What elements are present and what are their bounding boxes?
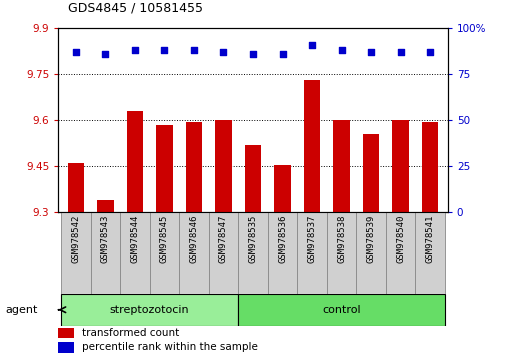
Bar xyxy=(97,200,113,212)
Bar xyxy=(326,212,356,294)
Bar xyxy=(333,120,349,212)
Text: GSM978538: GSM978538 xyxy=(336,215,345,263)
Text: GSM978543: GSM978543 xyxy=(100,215,110,263)
Text: GSM978540: GSM978540 xyxy=(395,215,405,263)
Bar xyxy=(238,294,444,326)
Point xyxy=(101,51,109,57)
Point xyxy=(160,47,168,53)
Bar xyxy=(90,212,120,294)
Bar xyxy=(385,212,415,294)
Bar xyxy=(61,294,238,326)
Bar xyxy=(362,134,378,212)
Bar xyxy=(149,212,179,294)
Point xyxy=(425,50,433,55)
Bar xyxy=(238,212,267,294)
Bar xyxy=(356,212,385,294)
Bar xyxy=(156,125,172,212)
Text: GSM978542: GSM978542 xyxy=(71,215,80,263)
Text: GSM978545: GSM978545 xyxy=(160,215,169,263)
Point xyxy=(248,51,257,57)
Point xyxy=(308,42,316,48)
Bar xyxy=(58,342,74,353)
Bar xyxy=(58,328,74,338)
Text: GSM978537: GSM978537 xyxy=(307,215,316,263)
Text: GSM978541: GSM978541 xyxy=(425,215,434,263)
Text: percentile rank within the sample: percentile rank within the sample xyxy=(81,342,257,352)
Bar xyxy=(244,145,261,212)
Bar xyxy=(68,163,84,212)
Point xyxy=(219,50,227,55)
Bar xyxy=(185,122,201,212)
Bar xyxy=(179,212,208,294)
Text: GSM978544: GSM978544 xyxy=(130,215,139,263)
Bar xyxy=(392,120,408,212)
Bar xyxy=(304,80,320,212)
Bar xyxy=(297,212,326,294)
Text: streptozotocin: streptozotocin xyxy=(110,305,189,315)
Text: GSM978547: GSM978547 xyxy=(219,215,228,263)
Point xyxy=(337,47,345,53)
Point xyxy=(131,47,139,53)
Text: GSM978546: GSM978546 xyxy=(189,215,198,263)
Text: GSM978535: GSM978535 xyxy=(248,215,257,263)
Text: GDS4845 / 10581455: GDS4845 / 10581455 xyxy=(68,1,203,14)
Bar xyxy=(415,212,444,294)
Text: GSM978539: GSM978539 xyxy=(366,215,375,263)
Bar xyxy=(274,165,290,212)
Point xyxy=(366,50,374,55)
Text: GSM978536: GSM978536 xyxy=(277,215,286,263)
Point xyxy=(278,51,286,57)
Point xyxy=(396,50,404,55)
Bar xyxy=(421,122,437,212)
Bar xyxy=(61,212,90,294)
Text: agent: agent xyxy=(5,305,37,315)
Text: transformed count: transformed count xyxy=(81,328,178,338)
Bar xyxy=(127,111,143,212)
Bar xyxy=(208,212,238,294)
Bar xyxy=(267,212,296,294)
Point xyxy=(72,50,80,55)
Text: control: control xyxy=(322,305,360,315)
Point xyxy=(189,47,197,53)
Bar xyxy=(215,120,231,212)
Bar xyxy=(120,212,149,294)
